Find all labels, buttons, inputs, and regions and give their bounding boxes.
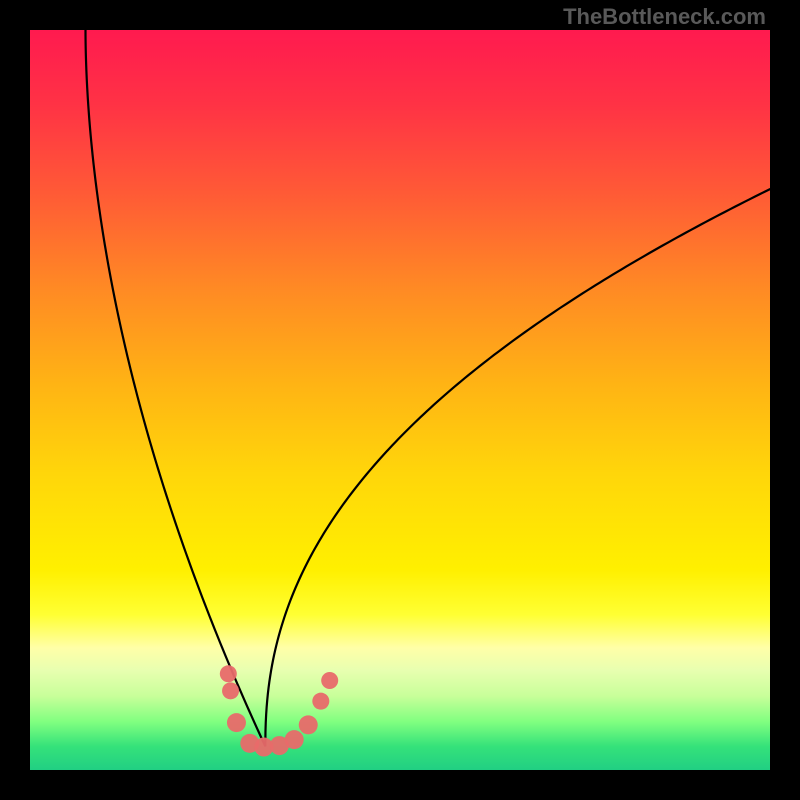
curve-marker xyxy=(222,682,239,699)
curve-marker xyxy=(312,693,329,710)
plot-background-gradient xyxy=(30,30,770,770)
watermark-text: TheBottleneck.com xyxy=(563,4,766,30)
curve-marker xyxy=(285,730,304,749)
chart-frame: TheBottleneck.com xyxy=(0,0,800,800)
curve-marker xyxy=(299,715,318,734)
curve-marker xyxy=(321,672,338,689)
curve-marker xyxy=(227,713,246,732)
curve-marker xyxy=(220,665,237,682)
chart-svg xyxy=(0,0,800,800)
